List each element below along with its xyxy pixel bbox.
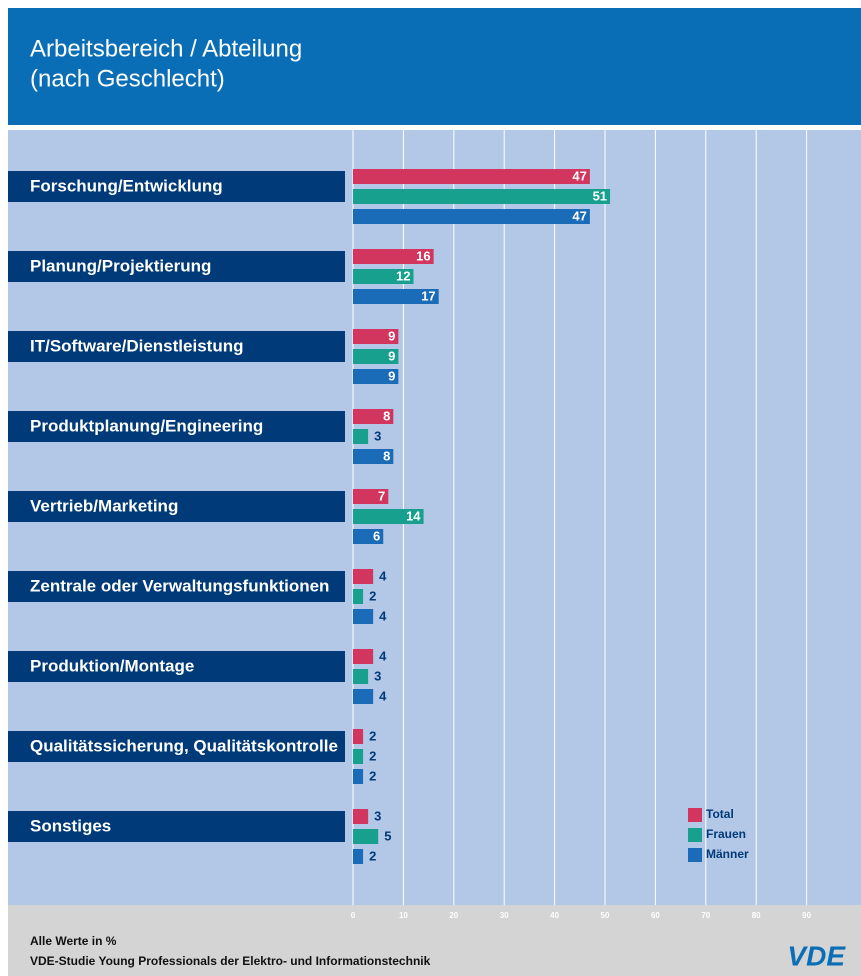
value-label: 16 (416, 248, 430, 263)
logo: VDE (787, 940, 846, 971)
value-label: 4 (379, 568, 387, 583)
legend-swatch (688, 848, 702, 862)
value-label: 4 (379, 608, 387, 623)
value-label: 47 (572, 168, 586, 183)
category-band (8, 491, 345, 522)
category-label: IT/Software/Dienstleistung (30, 336, 243, 355)
category-label: Vertrieb/Marketing (30, 496, 178, 515)
source: VDE-Studie Young Professionals der Elekt… (30, 954, 431, 968)
value-label: 3 (374, 808, 381, 823)
x-tick-label: 30 (500, 911, 509, 920)
legend-label: Männer (706, 847, 749, 861)
chart-subtitle: (nach Geschlecht) (30, 65, 225, 92)
bar (353, 209, 590, 224)
legend-label: Frauen (706, 827, 746, 841)
category-band (8, 331, 345, 362)
bar (353, 769, 364, 784)
value-label: 47 (572, 208, 586, 223)
category-label: Planung/Projektierung (30, 256, 211, 275)
bar (353, 449, 394, 464)
x-tick-label: 50 (601, 911, 610, 920)
value-label: 8 (383, 408, 390, 423)
category-label: Produktion/Montage (30, 656, 194, 675)
bar (353, 569, 374, 584)
x-tick-label: 40 (550, 911, 559, 920)
bar (353, 529, 384, 544)
bar (353, 689, 374, 704)
legend-label: Total (706, 807, 734, 821)
value-label: 2 (369, 588, 376, 603)
bar (353, 429, 369, 444)
value-label: 17 (421, 288, 435, 303)
bar (353, 749, 364, 764)
category-band (8, 411, 345, 442)
category-label: Forschung/Entwicklung (30, 176, 223, 195)
value-label: 5 (384, 828, 391, 843)
value-label: 3 (374, 668, 381, 683)
bar (353, 849, 364, 864)
category-band (8, 171, 345, 202)
bar (353, 829, 379, 844)
bar (353, 269, 414, 284)
category-band (8, 651, 345, 682)
chart-title: Arbeitsbereich / Abteilung (30, 35, 302, 62)
legend-swatch (688, 808, 702, 822)
category-band (8, 251, 345, 282)
bar (353, 349, 399, 364)
x-tick-label: 10 (399, 911, 408, 920)
bar (353, 649, 374, 664)
bar (353, 289, 439, 304)
x-tick-label: 80 (752, 911, 761, 920)
value-label: 2 (369, 768, 376, 783)
bar (353, 169, 590, 184)
value-label: 2 (369, 748, 376, 763)
category-band (8, 571, 345, 602)
x-tick-label: 20 (449, 911, 458, 920)
value-label: 14 (406, 508, 421, 523)
header (8, 8, 861, 125)
value-label: 2 (369, 848, 376, 863)
bar (353, 589, 364, 604)
bar (353, 249, 434, 264)
category-label: Zentrale oder Verwaltungsfunktionen (30, 576, 329, 595)
x-tick-label: 90 (802, 911, 811, 920)
bar (353, 729, 364, 744)
bar (353, 409, 394, 424)
value-label: 9 (388, 348, 395, 363)
bar (353, 329, 399, 344)
category-band (8, 811, 345, 842)
value-label: 9 (388, 368, 395, 383)
bar (353, 609, 374, 624)
value-label: 4 (379, 648, 387, 663)
value-label: 4 (379, 688, 387, 703)
x-tick-label: 60 (651, 911, 660, 920)
category-band (8, 731, 345, 762)
bar (353, 509, 424, 524)
category-label: Produktplanung/Engineering (30, 416, 263, 435)
value-label: 7 (378, 488, 385, 503)
bar (353, 369, 399, 384)
value-label: 8 (383, 448, 390, 463)
value-label: 2 (369, 728, 376, 743)
bar (353, 489, 389, 504)
footer-band (8, 905, 861, 976)
x-tick-label: 70 (701, 911, 710, 920)
bar (353, 669, 369, 684)
footnote: Alle Werte in % (30, 934, 117, 948)
value-label: 9 (388, 328, 395, 343)
value-label: 51 (593, 188, 607, 203)
x-tick-label: 0 (351, 911, 356, 920)
bar (353, 809, 369, 824)
category-label: Sonstiges (30, 816, 111, 835)
bar (353, 189, 611, 204)
value-label: 3 (374, 428, 381, 443)
value-label: 6 (373, 528, 380, 543)
category-label: Qualitätssicherung, Qualitätskontrolle (30, 736, 338, 755)
legend-swatch (688, 828, 702, 842)
value-label: 12 (396, 268, 410, 283)
